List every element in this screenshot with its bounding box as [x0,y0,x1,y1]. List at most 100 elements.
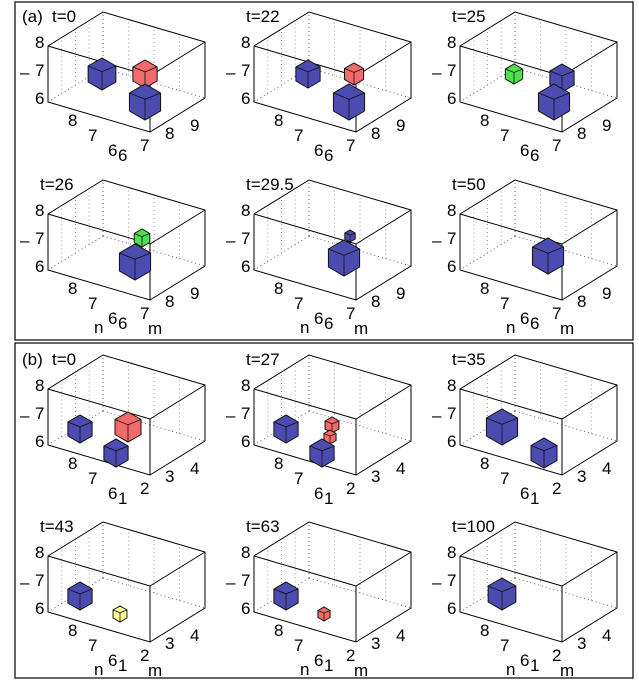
z-tick-label: 7 [35,229,44,248]
z-tick-label: 6 [241,599,250,618]
m-tick-label: 7 [140,304,149,323]
n-tick-label: 6 [314,309,323,328]
m-tick-label: 6 [118,146,127,165]
n-axis-label: n [506,660,515,679]
box-edge [355,209,412,245]
cluster-edge [285,421,299,428]
n-tick-label: 6 [108,309,117,328]
m-tick-label: 3 [371,634,380,653]
z-tick-label: 6 [241,89,250,108]
n-tick-label: 8 [274,111,283,130]
z-label: – [20,231,30,250]
n-axis-label: n [300,660,309,679]
m-tick-label: 9 [602,284,611,303]
z-label: – [432,573,442,592]
n-tick-label: 7 [294,294,303,313]
n-tick-label: 6 [108,484,117,503]
cluster-edge [285,588,299,595]
m-tick-label: 7 [552,136,561,155]
m-axis-label: m [354,319,368,338]
cluster-edge [273,421,287,428]
m-tick-label: 1 [324,656,333,675]
subplot-title: t=25 [452,7,486,26]
z-tick-label: 7 [241,61,250,80]
hidden-edge [514,235,618,267]
z-label: – [432,63,442,82]
subplot-title: t=100 [452,517,495,536]
box-edge [253,388,357,420]
cluster-edge [119,252,136,260]
n-tick-label: 7 [500,636,509,655]
n-tick-label: 8 [68,111,77,130]
cluster-edge [505,68,515,73]
n-tick-label: 8 [68,621,77,640]
cluster-edge [553,92,570,100]
z-label: – [226,63,236,82]
m-tick-label: 6 [530,146,539,165]
subplot-title: t=35 [452,350,486,369]
subplot-title: t=0 [52,350,76,369]
box-edge [149,384,206,420]
n-tick-label: 7 [500,469,509,488]
m-tick-label: 9 [396,284,405,303]
n-tick-label: 6 [314,484,323,503]
m-axis-label: m [148,319,162,338]
m-tick-label: 1 [530,489,539,508]
m-tick-label: 2 [552,646,561,665]
cluster-edge [561,70,575,77]
m-tick-label: 7 [552,304,561,323]
hidden-edge [102,235,206,267]
n-tick-label: 7 [88,126,97,145]
z-tick-label: 6 [241,432,250,451]
m-tick-label: 6 [324,146,333,165]
m-tick-label: 6 [324,314,333,333]
box-edge [47,388,151,420]
m-tick-label: 7 [140,136,149,155]
hidden-edge [514,410,618,442]
cluster-edge [344,232,351,236]
cluster-edge [67,588,81,595]
cluster-edge [549,70,563,77]
box-edge [47,555,151,587]
z-tick-label: 8 [447,543,456,562]
m-tick-label: 2 [346,479,355,498]
z-tick-label: 8 [241,376,250,395]
cluster-edge [307,66,321,73]
z-label: – [20,573,30,592]
cluster-edge [119,609,128,614]
cluster-edge [103,445,117,452]
m-tick-label: 1 [118,656,127,675]
n-tick-label: 7 [500,126,509,145]
m-tick-label: 2 [140,479,149,498]
box-edge [47,213,151,245]
cluster-edge [329,433,337,437]
box-outline [459,11,618,133]
n-tick-label: 6 [314,141,323,160]
box-outline [459,354,618,476]
m-tick-label: 1 [118,489,127,508]
box-edge [355,384,412,420]
z-tick-label: 7 [241,404,250,423]
subplot-title: t=26 [40,175,74,194]
cluster-edge [129,92,146,100]
panel-label: (a) [22,7,43,26]
z-tick-label: 7 [447,61,456,80]
n-tick-label: 8 [68,454,77,473]
z-tick-label: 7 [241,229,250,248]
cluster-edge [323,433,331,437]
cluster-edge [127,419,142,426]
cluster-edge [501,417,518,425]
cluster-edge [487,585,503,592]
n-tick-label: 6 [520,651,529,670]
n-tick-label: 6 [520,309,529,328]
z-tick-label: 8 [35,543,44,562]
panel-frame [14,342,634,679]
subplot-title: t=29.5 [246,175,294,194]
cluster-edge [134,233,143,238]
